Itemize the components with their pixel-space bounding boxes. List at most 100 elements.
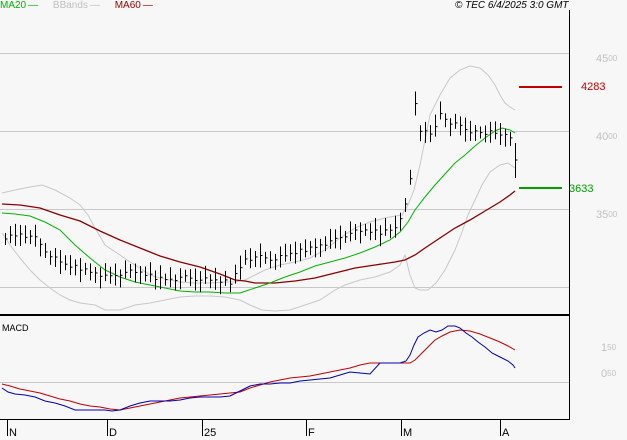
ohlc-bar [195,268,198,291]
ohlc-bar [115,263,118,286]
ohlc-bar [360,222,363,244]
ohlc-bar [25,225,28,244]
ohlc-bar [5,232,8,245]
ohlc-bar [170,267,173,288]
legend-ma60: MA60— [115,0,155,11]
ohlc-bar [130,264,133,279]
ohlc-bar [475,124,478,141]
ohlc-bar [450,118,453,137]
ohlc-bar [340,225,343,250]
bollinger-bands [1,65,516,312]
ohlc-bar [380,225,383,247]
ohlc-bar [405,198,408,213]
ohlc-bar [400,212,403,231]
ohlc-bar [510,131,513,146]
ohlc-bar [415,91,418,116]
ohlc-bar [430,125,433,143]
ohlc-bar [80,258,83,283]
ohlc-bar [335,229,338,249]
ohlc-bar [320,238,323,257]
ohlc-bar [185,269,188,282]
ohlc-bar [135,263,138,283]
ohlc-bar [95,266,98,283]
ohlc-bar [295,241,298,264]
ohlc-bar [215,267,218,290]
copyright-timestamp: © TEC 6/4/2025 3:0 GMT [455,0,569,11]
x-label-nov: N [9,427,17,439]
ohlc-bar [20,224,23,246]
ohlc-bar [395,215,398,238]
ohlc-bar [15,223,18,246]
ohlc-bar [440,101,443,120]
y-label-4000: 4000 [596,131,618,143]
ohlc-bar [365,223,368,236]
ohlc-bar [225,270,228,286]
ohlc-bar [505,128,508,147]
bband-upper [1,65,516,284]
ohlc-bar [175,274,178,291]
legend-bbands: BBands — [53,0,102,11]
x-label-dec: D [109,427,117,439]
legend-ma60-swatch: — [142,0,153,11]
ohlc-bar [390,224,393,239]
bband-lower [1,162,516,312]
ohlc-bar-last [515,143,518,178]
ohlc-bar [125,260,128,279]
ohlc-bar [140,266,143,285]
ohlc-bar [235,264,238,284]
ohlc-bar [160,265,163,290]
ohlc-bar [480,126,483,139]
ohlc-bar [470,120,473,141]
ohlc-bar [120,269,123,288]
legend-bbands-label: BBands [52,0,88,11]
ohlc-bar [55,248,58,268]
ohlc-bar [40,238,43,257]
ohlc-bar [465,117,468,142]
ohlc-bar [355,224,358,241]
ohlc-bar [325,236,328,252]
ohlc-bar [75,259,78,276]
macd-line [1,325,516,412]
ohlc-bar [460,116,463,136]
x-label-apr: A [502,427,510,439]
ohlc-bar [345,230,348,243]
ohlc-bar [305,239,308,258]
ohlc-bar [65,255,68,271]
ohlc-bar [375,218,378,241]
ohlc-bar [250,248,253,269]
ohlc-bar [290,244,293,262]
ohlc-bar [425,121,428,143]
chart-legend: MA20— BBands — MA60— [0,0,157,12]
y-label-4500: 4500 [596,53,618,65]
macd-y-label-1-50: 150 [601,342,617,354]
macd-signal-line [1,329,516,411]
macd-y-label-0-50: 050 [601,368,617,380]
ohlc-bar [500,123,503,146]
ohlc-bar [385,217,388,236]
ohlc-bar [190,269,193,287]
ohlc-bar [245,249,248,265]
ohlc-bar [180,268,183,290]
ohlc-bar [150,262,153,283]
ohlc-bar [270,251,273,269]
legend-ma20-label: MA20 [0,0,27,11]
x-label-mar: M [403,427,413,439]
target-high-label: 4283 [581,81,606,93]
ohlc-bar [165,273,168,286]
y-label-3500: 3500 [596,209,618,221]
ohlc-bar [420,125,423,142]
ohlc-bar [45,242,48,258]
ohlc-bar [370,223,373,241]
price-bars [5,91,518,295]
ohlc-bar [410,169,413,185]
ohlc-bar [200,271,203,293]
legend-ma20-swatch: — [28,0,39,11]
ohlc-bar [50,250,53,265]
ohlc-bar [285,243,288,262]
ohlc-bar [30,230,33,245]
ohlc-bar [315,238,318,258]
target-low-label: 3633 [569,183,594,195]
ohlc-bar [205,265,208,284]
ohlc-bar [155,270,158,290]
ohlc-bar [255,250,258,267]
